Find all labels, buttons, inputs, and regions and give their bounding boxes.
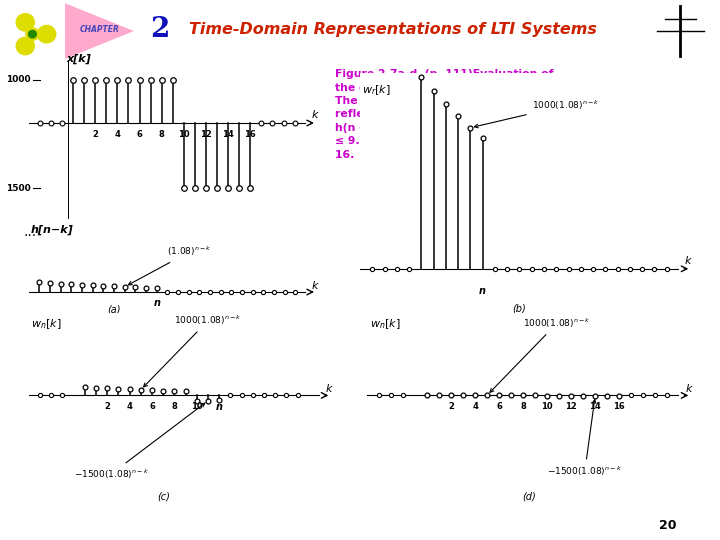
Circle shape [26,28,39,40]
Text: 16: 16 [613,402,625,411]
Text: 2: 2 [104,402,110,411]
Text: k: k [311,110,318,119]
Text: $1000(1.08)^{n-k}$: $1000(1.08)^{n-k}$ [490,316,591,392]
Text: 4: 4 [114,130,120,139]
Text: (d): (d) [522,491,536,501]
Circle shape [37,25,55,43]
Circle shape [17,14,35,31]
Text: n: n [480,286,486,296]
Text: x[k]: x[k] [66,54,91,64]
Text: 2: 2 [150,16,169,43]
Text: ...: ... [24,225,37,239]
Text: $w_r[k]$: $w_r[k]$ [362,83,391,97]
Text: $(1.08)^{n-k}$: $(1.08)^{n-k}$ [128,245,212,285]
Text: 6: 6 [496,402,502,411]
Text: n: n [216,402,222,412]
Text: 10: 10 [178,130,189,139]
Text: $-1500(1.08)^{n-k}$: $-1500(1.08)^{n-k}$ [547,400,622,478]
Text: k: k [325,384,332,394]
Circle shape [16,37,35,55]
Text: 6: 6 [149,402,155,411]
Text: 6: 6 [137,130,143,139]
Text: 14: 14 [590,402,601,411]
Text: 12: 12 [565,402,577,411]
Text: 1500: 1500 [6,184,31,193]
Text: Time-Domain Representations of LTI Systems: Time-Domain Representations of LTI Syste… [189,22,597,37]
Text: k: k [685,256,692,266]
Text: 2: 2 [449,402,454,411]
Text: (c): (c) [157,491,170,501]
Text: 10: 10 [541,402,553,411]
Polygon shape [65,3,134,59]
Text: 4: 4 [127,402,132,411]
Text: 4: 4 [472,402,478,411]
Text: 8: 8 [521,402,526,411]
Text: (b): (b) [513,303,526,314]
Text: $w_n[k]$: $w_n[k]$ [31,318,62,332]
Text: 2: 2 [92,130,98,139]
Text: n: n [153,298,161,308]
Text: CHAPTER: CHAPTER [79,25,120,35]
Text: h[n−k]: h[n−k] [31,225,73,235]
Text: k: k [685,384,692,394]
Text: $w_n[k]$: $w_n[k]$ [369,318,400,332]
Circle shape [29,30,36,38]
Text: k: k [312,281,318,291]
Text: (a): (a) [107,305,121,315]
Text: $1000(1.08)^{n-k}$: $1000(1.08)^{n-k}$ [143,314,242,387]
Text: $-1500(1.08)^{n-k}$: $-1500(1.08)^{n-k}$ [73,403,204,481]
Text: 8: 8 [159,130,165,139]
Text: $1000(1.08)^{n-k}$: $1000(1.08)^{n-k}$ [474,99,600,128]
Text: 14: 14 [222,130,234,139]
Text: 20: 20 [660,519,677,532]
Text: 1000: 1000 [6,75,31,84]
Text: 8: 8 [171,402,177,411]
Text: 12: 12 [200,130,212,139]
Text: 10: 10 [191,402,202,411]
Text: Figure 2.7a-d  (p. 111)Evaluation of
the convolution sum for Example 2.5.  (a)
T: Figure 2.7a-d (p. 111)Evaluation of the … [335,69,615,160]
Text: 16: 16 [245,130,256,139]
